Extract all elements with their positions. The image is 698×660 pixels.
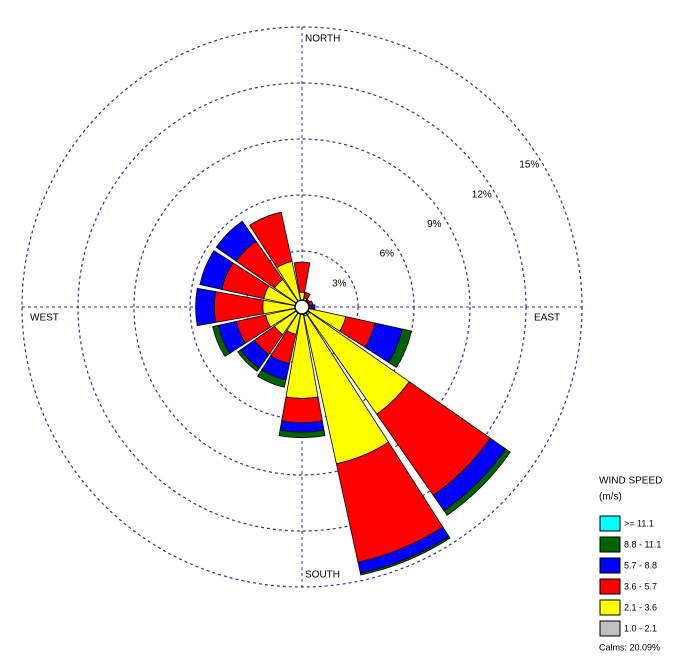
wind-segment xyxy=(278,429,326,438)
legend-swatch xyxy=(599,620,621,637)
grid-ring xyxy=(21,26,583,588)
wind-segment xyxy=(195,287,217,327)
wind-segment xyxy=(310,304,316,310)
legend-swatch xyxy=(599,578,621,595)
r-tick-label: 15% xyxy=(519,160,539,171)
direction-label: NORTH xyxy=(305,34,340,45)
legend-label: 5.7 - 8.8 xyxy=(624,560,657,570)
legend-title: WIND SPEED xyxy=(599,476,662,487)
wind-segment xyxy=(199,250,234,290)
wind-segment xyxy=(257,369,287,388)
legend-swatch xyxy=(599,557,621,574)
wind-segment xyxy=(237,349,260,372)
r-tick-label: 3% xyxy=(332,278,347,289)
wind-segment xyxy=(387,328,412,368)
legend-label: 3.6 - 5.7 xyxy=(624,581,657,591)
grid-ring xyxy=(77,82,527,532)
wind-segment xyxy=(303,291,311,300)
legend-label: 8.8 - 11.1 xyxy=(624,539,661,549)
wind-segment xyxy=(279,420,325,433)
grid-ring xyxy=(133,138,471,476)
legend-swatch xyxy=(599,536,621,553)
calms-label: Calms: 20.09% xyxy=(599,642,660,652)
legend-label: >= 11.1 xyxy=(624,518,654,528)
wind-segment xyxy=(281,396,323,424)
legend-label: 1.0 - 2.1 xyxy=(624,623,657,633)
wind-segment xyxy=(359,535,451,576)
legend-swatch xyxy=(599,599,621,616)
calm-circle xyxy=(294,299,310,315)
direction-label: WEST xyxy=(30,313,59,324)
direction-label: EAST xyxy=(534,313,560,324)
wind-segment xyxy=(215,220,257,262)
direction-label: SOUTH xyxy=(305,570,340,581)
legend-unit: (m/s) xyxy=(599,492,622,503)
legend-swatch xyxy=(599,515,621,532)
legend-label: 2.1 - 3.6 xyxy=(624,602,657,612)
wind-segment xyxy=(212,324,231,357)
wind-segment xyxy=(443,448,511,516)
r-tick-label: 6% xyxy=(380,249,395,260)
r-tick-label: 9% xyxy=(427,219,442,230)
wind-segment xyxy=(293,261,311,293)
wind-segment xyxy=(249,211,293,269)
r-tick-label: 12% xyxy=(472,189,492,200)
